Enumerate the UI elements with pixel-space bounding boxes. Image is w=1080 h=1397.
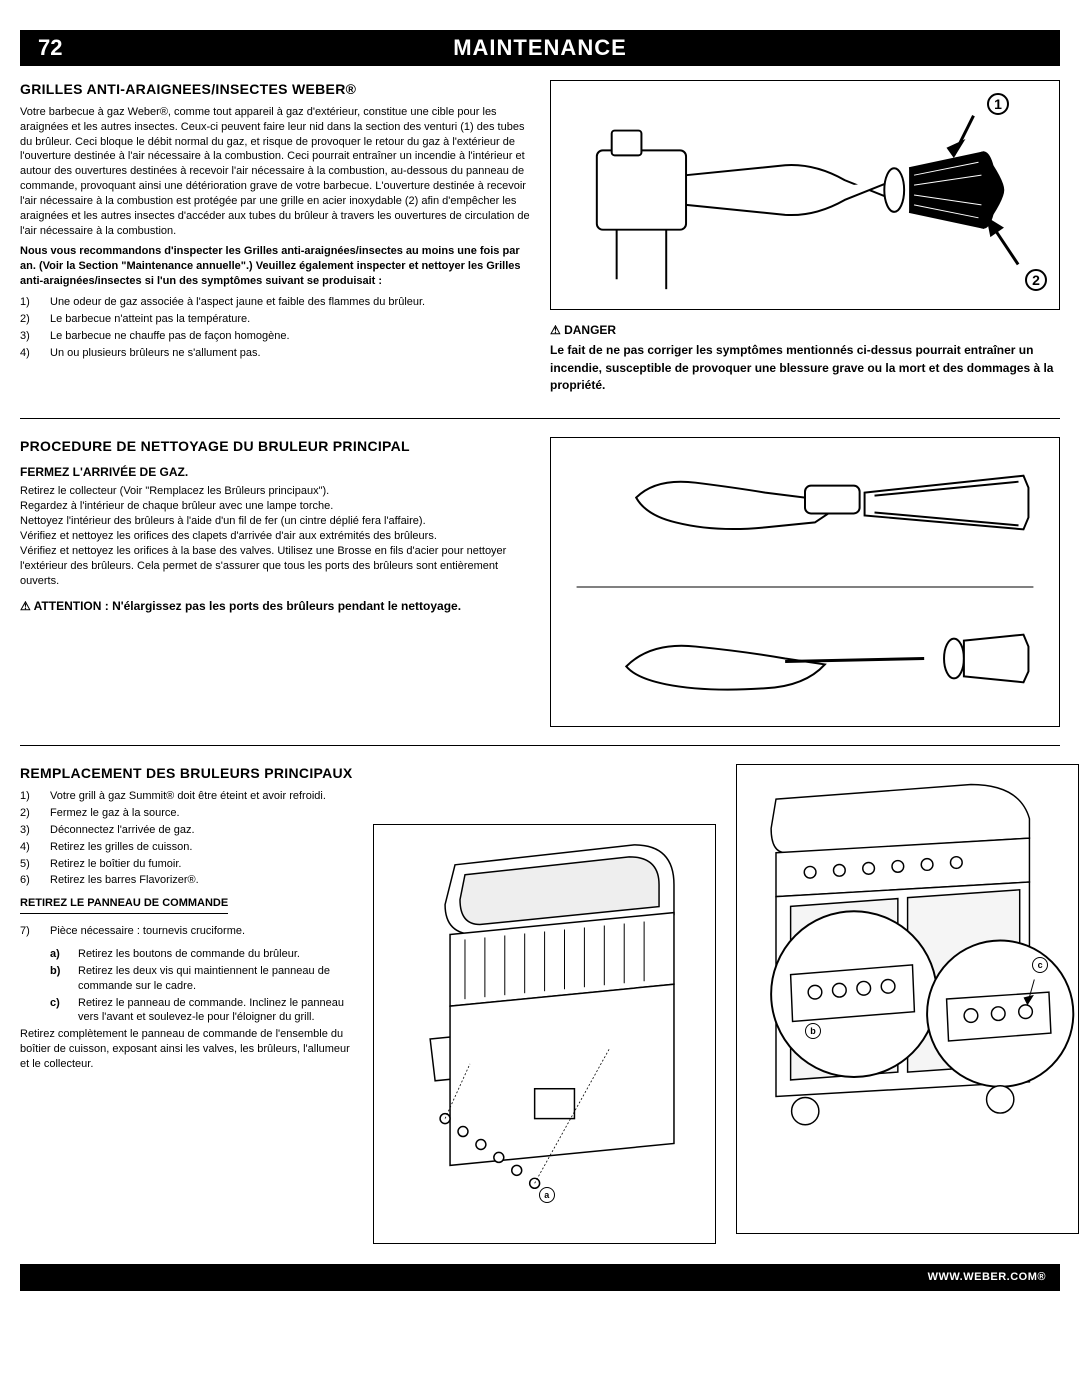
figure-grill-exploded: a [373, 824, 716, 1244]
s3-sub-c: Retirez le panneau de commande. Inclinez… [78, 996, 353, 1026]
section1-list: 1)Une odeur de gaz associée à l'aspect j… [20, 295, 530, 360]
section2-attention: ⚠ ATTENTION : N'élargissez pas les ports… [20, 598, 530, 614]
section3-closing: Retirez complètement le panneau de comma… [20, 1027, 353, 1072]
footer-url: WWW.WEBER.COM® [928, 1271, 1046, 1283]
s3-item6: Retirez les barres Flavorizer®. [50, 873, 199, 888]
separator-1 [20, 418, 1060, 419]
section2-body: Retirez le collecteur (Voir "Remplacez l… [20, 484, 530, 588]
figure-grill-details: b c [736, 764, 1079, 1234]
s3-item2: Fermez le gaz à la source. [50, 806, 180, 821]
s3-item7-lead: Pièce nécessaire : tournevis cruciforme. [50, 924, 245, 939]
separator-2 [20, 745, 1060, 746]
callout-2: 2 [1025, 269, 1047, 291]
section1-recommendation: Nous vous recommandons d'inspecter les G… [20, 244, 530, 289]
page-header: 72 MAINTENANCE [20, 30, 1060, 66]
figure-cleaning-hands [550, 437, 1060, 727]
section1-body: Votre barbecue à gaz Weber®, comme tout … [20, 105, 530, 239]
callout-1: 1 [987, 93, 1009, 115]
section3-heading: REMPLACEMENT DES BRULEURS PRINCIPAUX [20, 764, 353, 783]
header-title: MAINTENANCE [20, 33, 1060, 63]
danger-label: ⚠ DANGER [550, 322, 1060, 338]
s3-sub-a: Retirez les boutons de commande du brûle… [78, 947, 300, 962]
footer-bar: WWW.WEBER.COM® [20, 1264, 1060, 1291]
section-grilles: GRILLES ANTI-ARAIGNEES/INSECTES WEBER® V… [20, 80, 1060, 400]
figure-venturi: 1 2 [550, 80, 1060, 310]
s1-item2: Le barbecue n'atteint pas la température… [50, 312, 250, 327]
s3-item5: Retirez le boîtier du fumoir. [50, 857, 181, 872]
s3-item1: Votre grill à gaz Summit® doit être étei… [50, 789, 326, 804]
s1-item1: Une odeur de gaz associée à l'aspect jau… [50, 295, 425, 310]
section1-heading: GRILLES ANTI-ARAIGNEES/INSECTES WEBER® [20, 80, 530, 99]
s3-item4: Retirez les grilles de cuisson. [50, 840, 192, 855]
section2-subhead: FERMEZ L'ARRIVÉE DE GAZ. [20, 464, 530, 480]
section-procedure: PROCEDURE DE NETTOYAGE DU BRULEUR PRINCI… [20, 437, 1060, 727]
danger-text: Le fait de ne pas corriger les symptômes… [550, 342, 1060, 394]
s3-item3: Déconnectez l'arrivée de gaz. [50, 823, 195, 838]
s1-item4: Un ou plusieurs brûleurs ne s'allument p… [50, 346, 261, 361]
section-remplacement: REMPLACEMENT DES BRULEURS PRINCIPAUX 1)V… [20, 764, 1060, 1244]
section3-list: 1)Votre grill à gaz Summit® doit être ét… [20, 789, 353, 888]
section3-list7: 7)Pièce nécessaire : tournevis cruciform… [20, 924, 353, 939]
s1-item3: Le barbecue ne chauffe pas de façon homo… [50, 329, 290, 344]
section3-sublist: a)Retirez les boutons de commande du brû… [50, 947, 353, 1025]
section2-heading: PROCEDURE DE NETTOYAGE DU BRULEUR PRINCI… [20, 437, 530, 456]
section3-subhead: RETIREZ LE PANNEAU DE COMMANDE [20, 896, 228, 914]
s3-sub-b: Retirez les deux vis qui maintiennent le… [78, 964, 353, 994]
